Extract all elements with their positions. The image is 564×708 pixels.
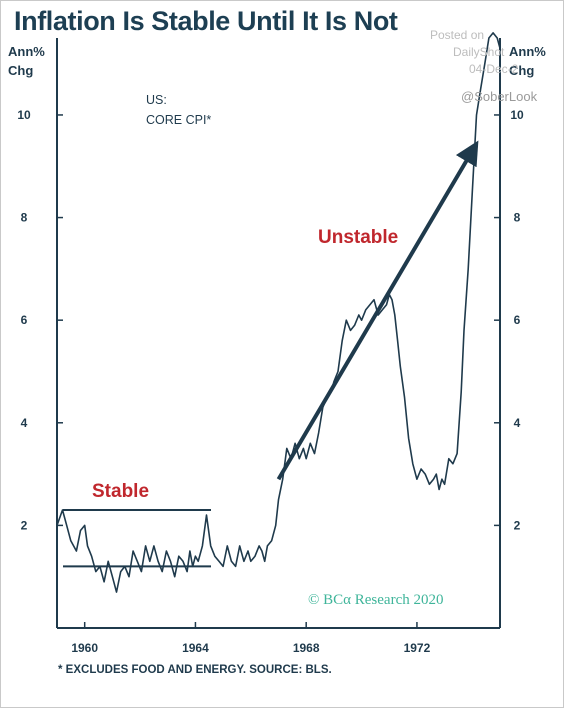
series-label-country: US: [146, 93, 167, 107]
copyright-notice: © BCα Research 2020 [308, 592, 443, 608]
left-axis-unit: Ann% Chg [8, 42, 45, 80]
y-tick-label-left: 6 [21, 313, 28, 327]
annotation-stable: Stable [92, 481, 149, 502]
chart-title: Inflation Is Stable Until It Is Not [14, 6, 398, 36]
y-tick-label-left: 10 [17, 108, 31, 122]
y-tick-label-left: 2 [21, 518, 28, 532]
y-tick-label-right: 10 [510, 108, 524, 122]
watermark-posted: Posted on [430, 28, 485, 42]
left-axis-unit-line2: Chg [8, 63, 34, 78]
right-axis-unit: Ann% Chg [509, 42, 546, 80]
y-tick-label-right: 8 [514, 211, 521, 225]
x-tick-label: 1964 [182, 641, 209, 655]
footnote: * EXCLUDES FOOD AND ENERGY. SOURCE: BLS. [58, 664, 332, 676]
series-label-name: CORE CPI* [146, 113, 211, 127]
annotation-unstable: Unstable [318, 227, 398, 248]
y-tick-label-left: 4 [21, 416, 28, 430]
x-tick-label: 1972 [404, 641, 431, 655]
social-handle: @SoberLook [461, 89, 538, 104]
y-tick-label-right: 2 [514, 518, 521, 532]
series-line-core-cpi [56, 32, 501, 593]
y-tick-label-right: 4 [514, 416, 521, 430]
right-axis-unit-line2: Chg [509, 63, 535, 78]
x-tick-label: 1960 [71, 641, 98, 655]
y-tick-label-left: 8 [21, 211, 28, 225]
x-tick-label: 1968 [293, 641, 320, 655]
trend-arrow [276, 140, 479, 481]
right-axis-unit-line1: Ann% [509, 44, 546, 59]
left-axis-unit-line1: Ann% [8, 44, 45, 59]
watermark-source: DailyShot [453, 45, 505, 59]
y-tick-label-right: 6 [514, 313, 521, 327]
watermark-date: 04-Dec-2 [469, 62, 519, 76]
